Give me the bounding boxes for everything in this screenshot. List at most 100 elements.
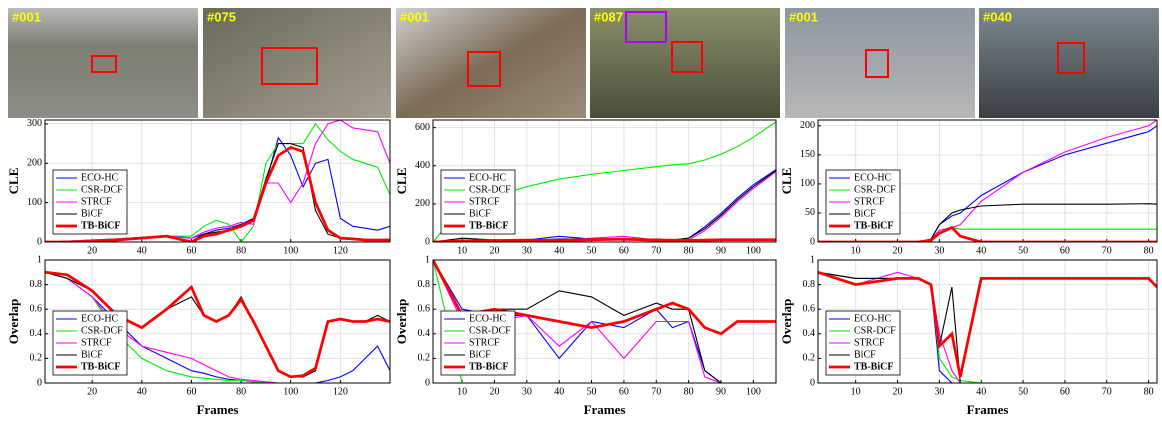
x-tick-label: 120 xyxy=(333,386,348,397)
legend-label: ECO-HC xyxy=(81,172,119,183)
x-tick-label: 70 xyxy=(1102,245,1112,256)
x-tick-label: 20 xyxy=(893,386,903,397)
legend-label: BiCF xyxy=(81,349,103,360)
x-tick-label: 20 xyxy=(489,245,499,256)
y-tick-label: 0 xyxy=(37,377,42,388)
legend-label: ECO-HC xyxy=(469,172,507,183)
legend-label: STRCF xyxy=(854,337,885,348)
x-tick-label: 20 xyxy=(893,245,903,256)
y-tick-label: 400 xyxy=(415,160,430,171)
image xyxy=(8,8,198,118)
legend-label: BiCF xyxy=(81,208,103,219)
legend: ECO-HCCSR-DCFSTRCFBiCFTB-BiCF xyxy=(826,170,900,234)
y-tick-label: 300 xyxy=(27,118,42,129)
legend-label: STRCF xyxy=(469,196,500,207)
x-tick-label: 80 xyxy=(236,245,246,256)
y-tick-label: 0.8 xyxy=(803,279,816,290)
y-tick-label: 0 xyxy=(425,236,430,247)
legend-label: CSR-DCF xyxy=(854,325,896,336)
y-tick-label: 0 xyxy=(810,377,815,388)
image xyxy=(203,8,391,118)
x-tick-label: 30 xyxy=(934,245,944,256)
x-tick-label: 80 xyxy=(236,386,246,397)
legend-label: TB-BiCF xyxy=(854,361,893,372)
y-axis-label: CLE xyxy=(394,168,409,195)
x-tick-label: 20 xyxy=(87,245,97,256)
legend-label: TB-BiCF xyxy=(81,220,120,231)
y-tick-label: 0.2 xyxy=(30,353,43,364)
legend-label: ECO-HC xyxy=(469,313,507,324)
x-tick-label: 60 xyxy=(1060,386,1070,397)
y-tick-label: 0.8 xyxy=(418,279,431,290)
y-axis-label: CLE xyxy=(6,168,21,195)
legend-label: STRCF xyxy=(854,196,885,207)
legend-label: CSR-DCF xyxy=(469,184,511,195)
y-tick-label: 0.2 xyxy=(803,353,816,364)
x-tick-label: 30 xyxy=(934,386,944,397)
x-tick-label: 100 xyxy=(283,386,298,397)
y-tick-label: 0 xyxy=(810,236,815,247)
legend-label: TB-BiCF xyxy=(469,220,508,231)
x-axis-label: Frames xyxy=(197,402,239,417)
thumb-label: #001 xyxy=(400,9,429,24)
y-tick-label: 50 xyxy=(805,207,815,218)
thumb-label: #075 xyxy=(207,9,236,24)
x-tick-label: 60 xyxy=(186,386,196,397)
x-tick-label: 20 xyxy=(489,386,499,397)
legend-label: STRCF xyxy=(469,337,500,348)
legend-label: ECO-HC xyxy=(854,313,892,324)
y-tick-label: 0.6 xyxy=(418,303,431,314)
y-tick-label: 0 xyxy=(425,377,430,388)
image xyxy=(785,8,975,118)
x-tick-label: 70 xyxy=(651,245,661,256)
x-tick-label: 50 xyxy=(587,386,597,397)
x-tick-label: 40 xyxy=(554,386,564,397)
x-tick-label: 40 xyxy=(137,245,147,256)
x-tick-label: 40 xyxy=(554,245,564,256)
y-tick-label: 200 xyxy=(800,120,815,131)
x-tick-label: 70 xyxy=(651,386,661,397)
x-tick-label: 10 xyxy=(851,245,861,256)
x-tick-label: 20 xyxy=(87,386,97,397)
y-axis-label: Overlap xyxy=(779,299,794,345)
x-tick-label: 80 xyxy=(1144,245,1154,256)
thumb-label: #087 xyxy=(594,9,623,24)
legend-label: ECO-HC xyxy=(854,172,892,183)
legend-label: TB-BiCF xyxy=(854,220,893,231)
x-tick-label: 10 xyxy=(457,386,467,397)
x-tick-label: 50 xyxy=(1018,245,1028,256)
legend-label: CSR-DCF xyxy=(469,325,511,336)
y-axis-label: Overlap xyxy=(6,299,21,345)
x-tick-label: 60 xyxy=(186,245,196,256)
x-tick-label: 120 xyxy=(333,245,348,256)
x-tick-label: 50 xyxy=(587,245,597,256)
image xyxy=(979,8,1159,118)
x-tick-label: 60 xyxy=(619,245,629,256)
x-tick-label: 50 xyxy=(1018,386,1028,397)
x-axis-label: Frames xyxy=(967,402,1009,417)
legend-label: TB-BiCF xyxy=(469,361,508,372)
y-tick-label: 0 xyxy=(37,236,42,247)
thumb-label: #001 xyxy=(789,9,818,24)
y-tick-label: 0.4 xyxy=(418,328,431,339)
legend-label: STRCF xyxy=(81,196,112,207)
legend-label: BiCF xyxy=(469,208,491,219)
y-tick-label: 0.8 xyxy=(30,279,43,290)
x-tick-label: 80 xyxy=(1144,386,1154,397)
y-tick-label: 1 xyxy=(37,254,42,265)
y-tick-label: 100 xyxy=(800,178,815,189)
y-axis-label: CLE xyxy=(779,168,794,195)
legend-label: TB-BiCF xyxy=(81,361,120,372)
x-tick-label: 40 xyxy=(137,386,147,397)
y-tick-label: 1 xyxy=(810,254,815,265)
y-tick-label: 0.6 xyxy=(803,303,816,314)
